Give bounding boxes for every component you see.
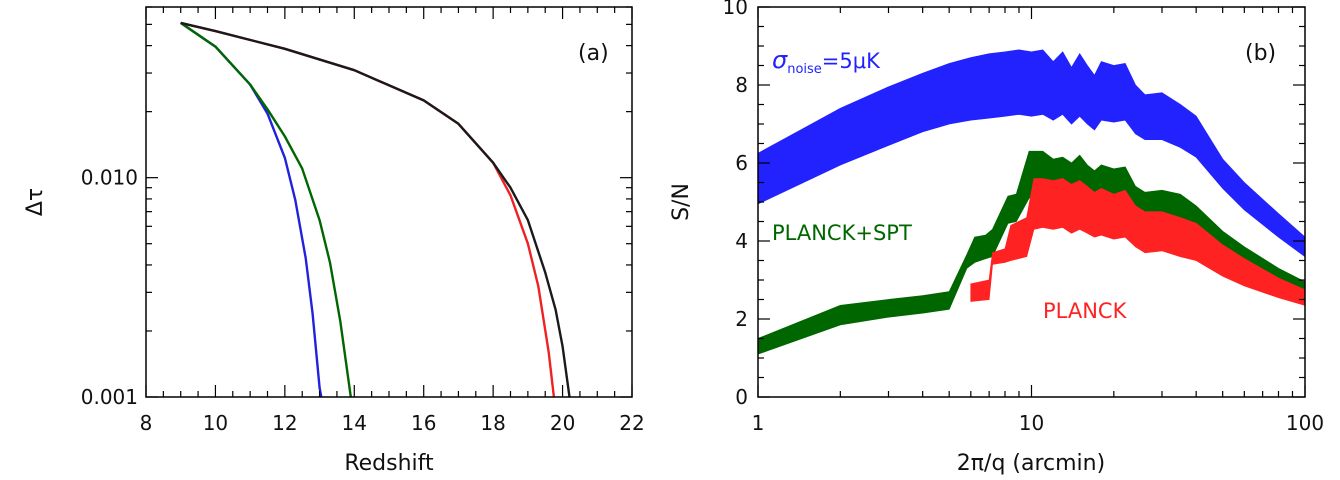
annotation-sigma-value: =5μK — [822, 49, 881, 73]
panel-b-ytick-label: 0 — [735, 385, 748, 409]
panel-a-ytick-label: 0.010 — [81, 166, 138, 190]
panel-a-label: (a) — [578, 41, 609, 66]
panel-a-series-1 — [180, 21, 352, 398]
panel-b-ytick-label: 4 — [735, 229, 748, 253]
panel-b-ytick-label: 2 — [735, 307, 748, 331]
panel-a: 8 10 12 14 16 18 20 22 0.001 0.010 (a) Redshift Δ… — [23, 6, 645, 476]
panel-a-xtick-label: 14 — [342, 411, 367, 435]
panel-a-xtick-label: 8 — [140, 411, 153, 435]
panel-a-series-2 — [180, 21, 556, 398]
panel-a-xtick-label: 18 — [480, 411, 505, 435]
panel-b-xtick-label: 10 — [1019, 411, 1044, 435]
panel-b-ticks: 1 10 100 0 2 4 6 8 10 — [723, 0, 1325, 435]
panel-a-xtick-label: 20 — [550, 411, 575, 435]
panel-a-series-0 — [180, 21, 323, 398]
panel-b-ylabel: S/N — [669, 183, 694, 221]
panel-a-frame — [145, 6, 633, 398]
panel-b-xtick-label: 100 — [1286, 411, 1324, 435]
panel-a-curves — [180, 21, 571, 398]
panel-a-series-3 — [180, 21, 571, 398]
panel-b-ytick-label: 10 — [723, 0, 748, 19]
panel-b-ytick-label: 8 — [735, 73, 748, 97]
panel-a-xtick-label: 16 — [411, 411, 436, 435]
panel-a-xtick-label: 10 — [203, 411, 228, 435]
panel-a-xtick-label: 12 — [272, 411, 297, 435]
panel-b-ytick-label: 6 — [735, 151, 748, 175]
annotation-sigma-noise: σnoise=5μK — [772, 46, 881, 77]
panel-a-ytick-label: 0.001 — [81, 385, 138, 409]
panel-a-xtick-label: 22 — [619, 411, 644, 435]
panel-b-bands — [757, 49, 1306, 355]
annotation-planck: PLANCK — [1043, 299, 1128, 323]
annotation-planck-spt: PLANCK+SPT — [772, 221, 912, 245]
panel-b-xlabel: 2π/q (arcmin) — [957, 451, 1105, 476]
panel-b-xtick-label: 1 — [752, 411, 765, 435]
panel-a-ylabel: Δτ — [23, 188, 48, 216]
annotation-sigma-symbol: σ — [772, 46, 788, 74]
panel-b-label: (b) — [1245, 41, 1276, 66]
panel-a-xlabel: Redshift — [344, 451, 434, 476]
panel-b: 1 10 100 0 2 4 6 8 10 (b) 2π/q (arcmin) S/N σnoi… — [669, 0, 1324, 476]
annotation-sigma-subscript: noise — [787, 62, 822, 77]
panel-a-ticks: 8 10 12 14 16 18 20 22 0.001 0.010 — [81, 6, 645, 435]
